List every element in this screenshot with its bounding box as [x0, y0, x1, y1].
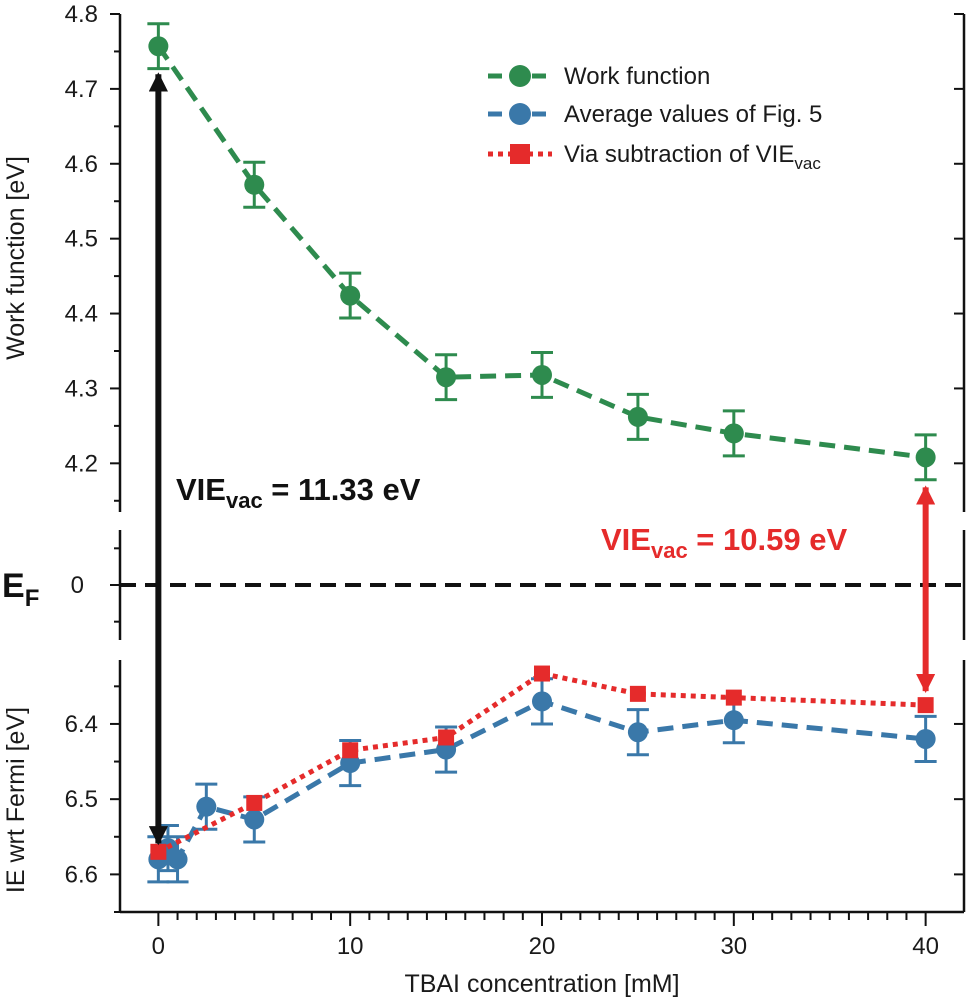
top-y-tick-label: 4.5 — [65, 226, 98, 253]
annotation-vie-10-59-sub: vac — [651, 538, 688, 563]
data-point — [436, 367, 457, 388]
top-y-tick-label: 4.8 — [65, 1, 98, 28]
series-0 — [147, 22, 937, 482]
fermi-level-label: EF — [2, 567, 39, 612]
annotation-vie-11-33: VIEvac = 11.33 eV — [176, 472, 421, 513]
series-line — [157, 670, 926, 855]
bottom-y-tick-label: 6.4 — [65, 711, 98, 738]
data-point-square — [629, 685, 646, 702]
top-y-tick-label: 4.3 — [65, 375, 98, 402]
annotation-vie-11-33-sub: vac — [226, 488, 263, 513]
top-y-tick-label: 4.2 — [65, 450, 98, 477]
x-tick-label: 20 — [529, 933, 556, 960]
top-y-tick-label: 4.4 — [65, 301, 98, 328]
data-point-square — [438, 729, 455, 746]
top-y-tick-label: 4.7 — [65, 76, 98, 103]
series-1 — [147, 677, 937, 884]
data-point — [340, 285, 361, 306]
data-point-square — [534, 665, 550, 682]
legend-marker-average-values — [509, 103, 531, 125]
legend-label-subtraction: Via subtraction of VIEvac — [564, 141, 821, 173]
data-point — [723, 710, 744, 731]
x-tick-label: 10 — [337, 933, 364, 960]
bottom-y-tick-label: 6.6 — [65, 861, 98, 888]
x-tick-label: 40 — [912, 933, 939, 960]
data-point — [915, 447, 936, 468]
plot-frame — [118, 14, 966, 914]
data-point — [723, 423, 744, 444]
data-point-square — [725, 689, 742, 706]
legend-label-subtraction-main: Via subtraction of VIE — [564, 141, 794, 168]
data-point — [532, 364, 552, 385]
fermi-level-main: E — [2, 567, 25, 605]
fermi-level-subscript: F — [25, 585, 40, 612]
annotation-vie-10-59: VIEvac = 10.59 eV — [601, 522, 847, 563]
data-point — [627, 722, 648, 743]
top-y-tick-label: 4.6 — [65, 151, 98, 178]
data-point — [196, 796, 217, 817]
x-tick-label: 0 — [152, 933, 165, 960]
data-point — [148, 36, 169, 57]
data-point-square — [246, 794, 263, 811]
data-point — [532, 691, 552, 712]
legend-label-work-function: Work function — [564, 63, 710, 90]
legend-marker-subtraction — [510, 144, 530, 164]
bottom-y-axis-title: IE wrt Fermi [eV] — [2, 707, 30, 893]
vie-arrows — [148, 72, 936, 846]
data-point-square — [150, 843, 167, 860]
legend-label-subtraction-sub: vac — [794, 154, 821, 173]
middle-y-tick-label: 0 — [71, 572, 84, 599]
annotation-vie-11-33-main: VIE — [176, 472, 226, 507]
annotation-vie-10-59-main: VIE — [601, 522, 651, 557]
data-point-square — [917, 697, 934, 714]
series-layer — [147, 22, 937, 884]
x-tick-label: 30 — [720, 933, 747, 960]
data-point — [167, 849, 188, 870]
legend: Work function Average values of Fig. 5 V… — [488, 63, 822, 173]
data-point — [244, 809, 265, 830]
bottom-y-tick-label: 6.5 — [65, 786, 98, 813]
legend-label-average-values: Average values of Fig. 5 — [564, 101, 822, 128]
x-axis-title: TBAI concentration [mM] — [404, 970, 679, 998]
annotation-vie-10-59-value: = 10.59 eV — [688, 522, 848, 557]
series-2 — [150, 665, 934, 860]
legend-marker-work-function — [509, 65, 531, 87]
data-point — [915, 728, 936, 749]
annotation-vie-11-33-value: = 11.33 eV — [263, 472, 421, 507]
top-y-axis-title: Work function [eV] — [2, 156, 30, 360]
ticks-layer: 0 10 20 30 40 4.2 4.3 4.4 4.5 4.6 4.7 4.8 0 6.4 6.5 6.6 — [65, 1, 964, 960]
series-line — [156, 44, 926, 460]
data-point — [244, 174, 265, 195]
data-point-square — [342, 742, 359, 759]
data-point — [627, 406, 648, 427]
